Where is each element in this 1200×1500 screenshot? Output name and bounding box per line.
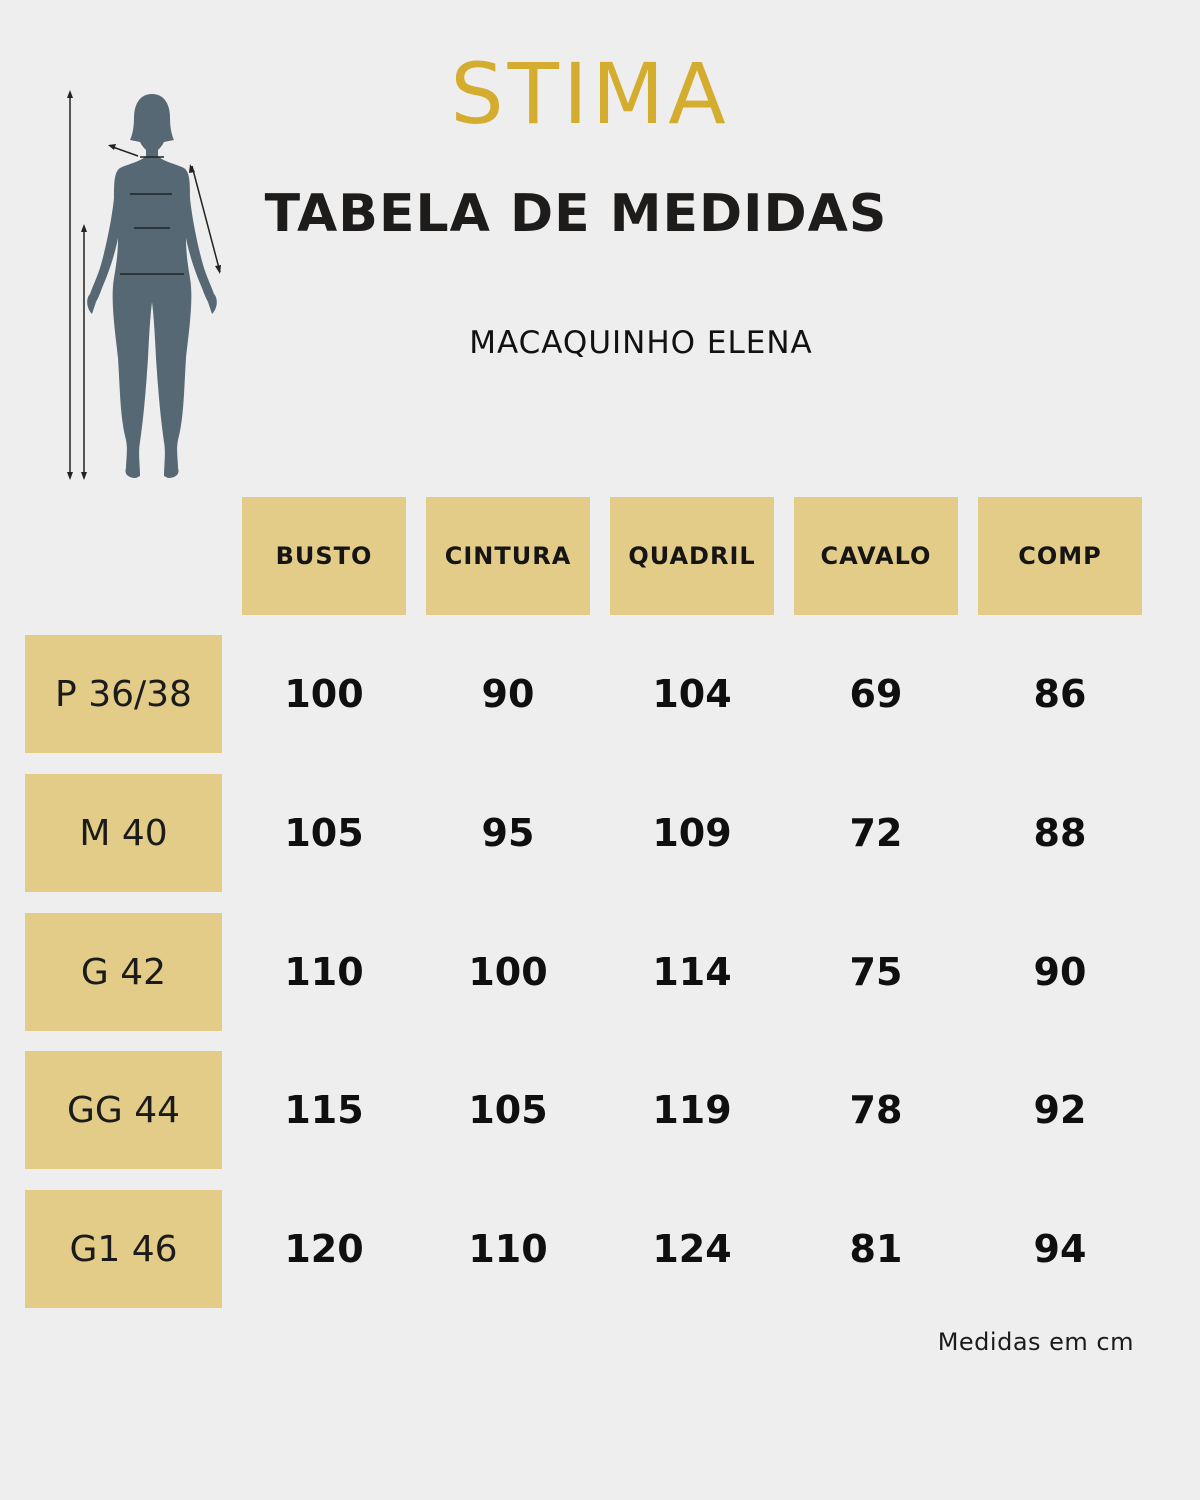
column-header-cintura: CINTURA	[426, 497, 590, 615]
table-cell: 110	[284, 950, 364, 994]
table-cell: 95	[481, 811, 535, 855]
column-header-busto: BUSTO	[242, 497, 406, 615]
table-cell: 88	[1033, 811, 1087, 855]
table-cell: 115	[284, 1088, 364, 1132]
size-label: P 36/38	[25, 635, 222, 753]
page-title: TABELA DE MEDIDAS	[264, 184, 888, 244]
table-cell: 69	[849, 672, 903, 716]
column-header-cavalo: CAVALO	[794, 497, 958, 615]
table-cell: 94	[1033, 1227, 1087, 1271]
table-cell: 120	[284, 1227, 364, 1271]
table-cell: 119	[652, 1088, 732, 1132]
size-label: GG 44	[25, 1051, 222, 1169]
table-cell: 100	[468, 950, 548, 994]
brand-logo: STIMA	[450, 45, 730, 143]
units-note: Medidas em cm	[937, 1328, 1134, 1356]
table-cell: 90	[481, 672, 535, 716]
table-cell: 86	[1033, 672, 1087, 716]
body-measurement-figure-icon	[60, 88, 230, 482]
table-cell: 78	[849, 1088, 903, 1132]
table-cell: 72	[849, 811, 903, 855]
table-cell: 110	[468, 1227, 548, 1271]
size-label: M 40	[25, 774, 222, 892]
table-cell: 114	[652, 950, 732, 994]
column-header-comp: COMP	[978, 497, 1142, 615]
column-header-quadril: QUADRIL	[610, 497, 774, 615]
table-cell: 105	[468, 1088, 548, 1132]
table-cell: 124	[652, 1227, 732, 1271]
table-cell: 90	[1033, 950, 1087, 994]
table-cell: 109	[652, 811, 732, 855]
size-label: G1 46	[25, 1190, 222, 1308]
product-name: MACAQUINHO ELENA	[469, 325, 813, 361]
table-cell: 105	[284, 811, 364, 855]
table-cell: 92	[1033, 1088, 1087, 1132]
table-cell: 100	[284, 672, 364, 716]
table-cell: 75	[849, 950, 903, 994]
size-label: G 42	[25, 913, 222, 1031]
table-cell: 104	[652, 672, 732, 716]
table-cell: 81	[849, 1227, 903, 1271]
